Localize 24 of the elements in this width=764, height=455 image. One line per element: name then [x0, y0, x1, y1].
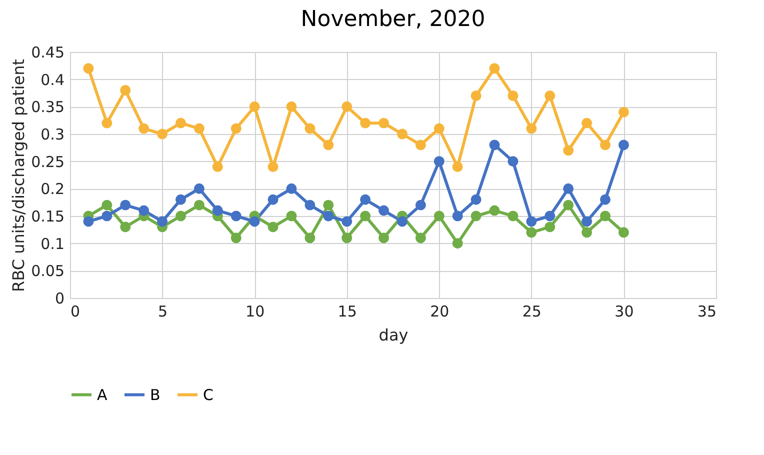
x-tick-label: 25 [522, 302, 542, 320]
y-tick-label: 0.1 [40, 234, 64, 253]
x-tick-label: 30 [614, 302, 634, 320]
x-tick-label: 15 [338, 302, 357, 320]
x-tick-label: 35 [697, 302, 716, 320]
x-axis-title: day [378, 326, 408, 344]
y-tick-label: 0.15 [31, 208, 64, 226]
legend-label: C [203, 386, 214, 404]
chart-title: November, 2020 [300, 7, 486, 32]
legend-label: B [150, 386, 160, 404]
x-tick-label: 20 [430, 302, 450, 320]
y-tick-label: 0.4 [40, 70, 64, 89]
x-tick-label: 10 [246, 302, 265, 320]
y-tick-label: 0.05 [31, 262, 64, 280]
y-tick-label: 0.25 [31, 152, 64, 171]
x-tick-label: 0 [70, 302, 80, 320]
y-tick-label: 0.45 [31, 44, 64, 62]
y-axis-title: RBC units/discharged patient [9, 59, 28, 292]
x-tick-label: 5 [158, 302, 168, 320]
y-tick-label: 0.35 [31, 98, 64, 116]
y-tick-label: 0 [54, 290, 64, 308]
y-tick-label: 0.2 [40, 180, 64, 198]
y-tick-label: 0.3 [40, 126, 64, 144]
legend-label: A [97, 386, 108, 404]
